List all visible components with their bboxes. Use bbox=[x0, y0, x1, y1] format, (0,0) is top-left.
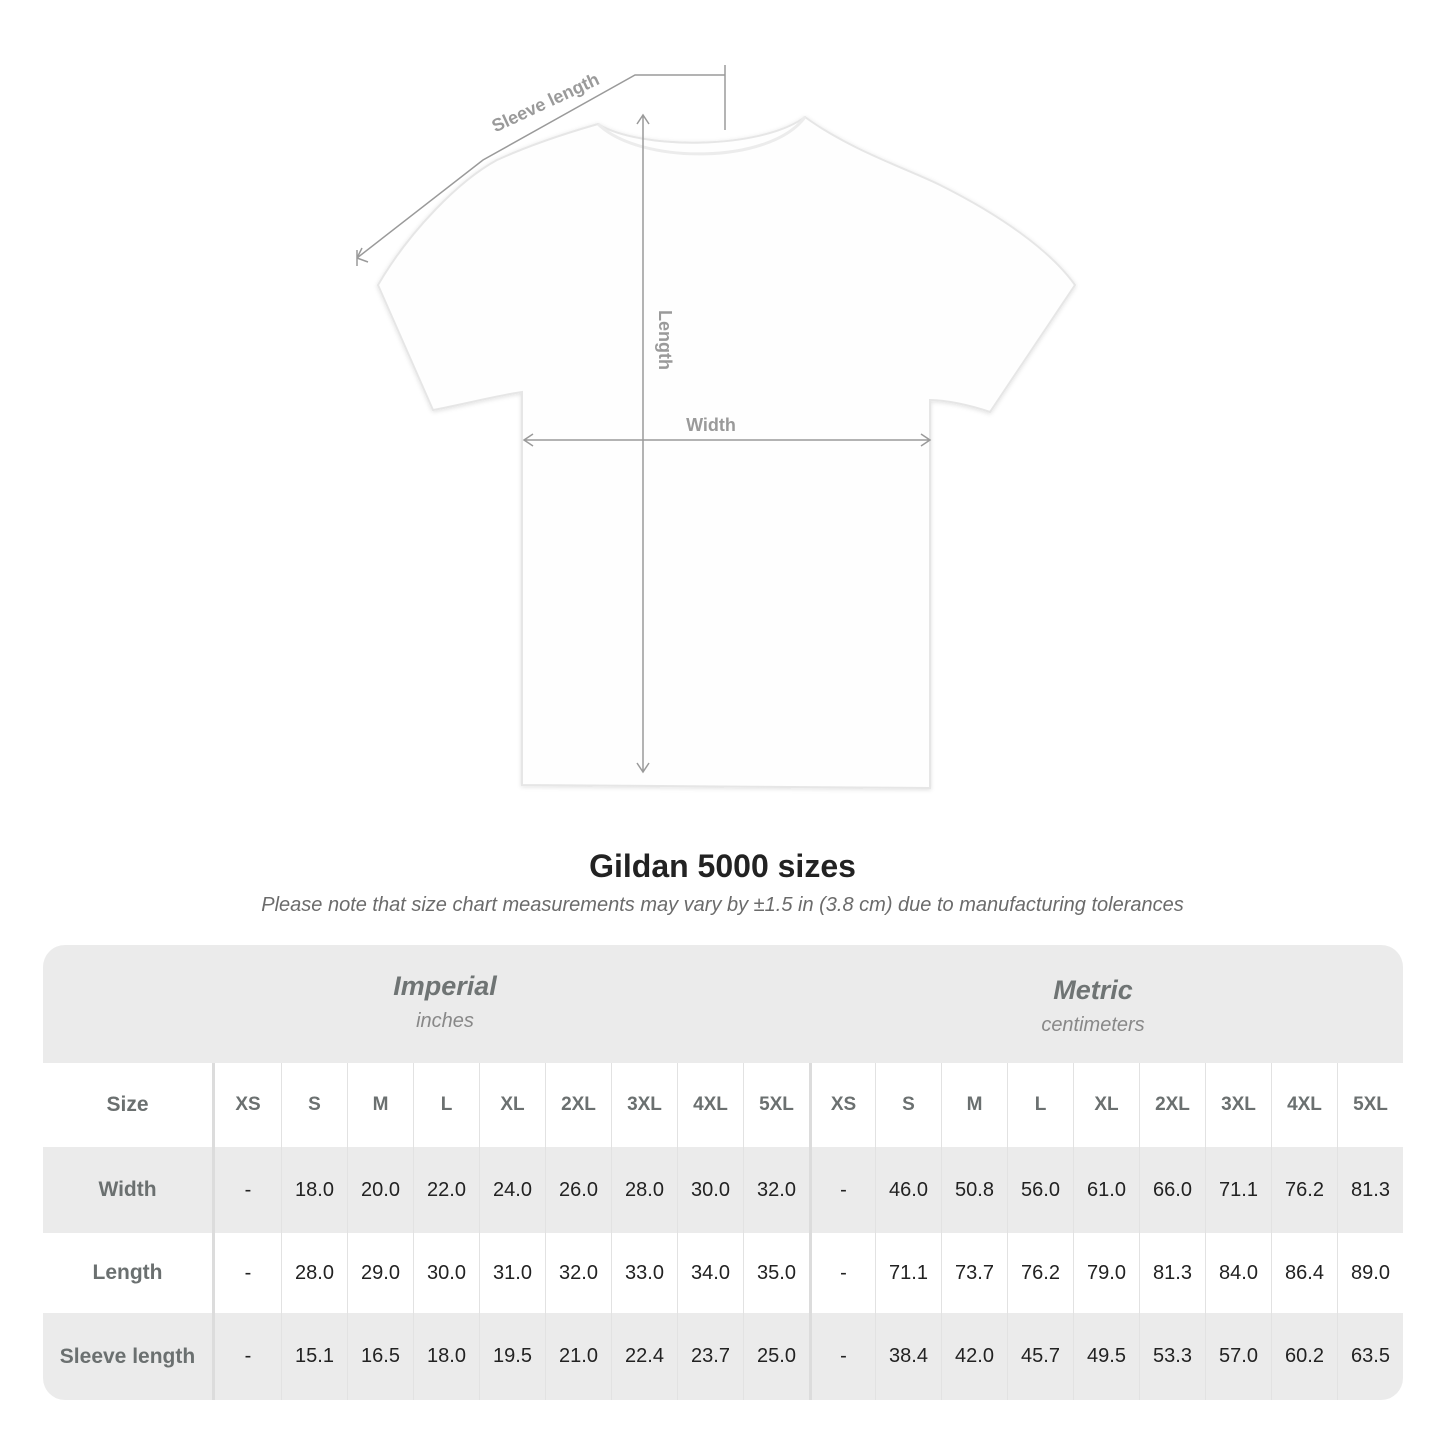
row-label: Width bbox=[43, 1147, 215, 1233]
imperial-size-header: 4XL bbox=[677, 1063, 743, 1147]
length-measure-line bbox=[636, 113, 650, 774]
imperial-value-cell: 28.0 bbox=[611, 1147, 677, 1233]
size-table: Imperial inches Metric centimeters Size X… bbox=[43, 945, 1403, 1400]
metric-size-header: XS bbox=[809, 1063, 875, 1147]
imperial-value-cell: 19.5 bbox=[479, 1313, 545, 1400]
imperial-size-header: 5XL bbox=[743, 1063, 809, 1147]
imperial-value-cell: 22.0 bbox=[413, 1147, 479, 1233]
metric-size-header: M bbox=[941, 1063, 1007, 1147]
imperial-size-header: 2XL bbox=[545, 1063, 611, 1147]
metric-value-cell: 53.3 bbox=[1139, 1313, 1205, 1400]
metric-value-cell: 61.0 bbox=[1073, 1147, 1139, 1233]
imperial-value-cell: - bbox=[244, 1178, 252, 1201]
metric-size-header: 5XL bbox=[1337, 1063, 1403, 1147]
metric-value-cell: 56.0 bbox=[1007, 1147, 1073, 1233]
imperial-value-cell: 33.0 bbox=[611, 1233, 677, 1313]
metric-size-header: 4XL bbox=[1271, 1063, 1337, 1147]
metric-value-cell: 63.5 bbox=[1337, 1313, 1403, 1400]
metric-header: Metric centimeters bbox=[843, 975, 1343, 1037]
imperial-value-cell: 29.0 bbox=[347, 1233, 413, 1313]
metric-size-header: XL bbox=[1073, 1063, 1139, 1147]
imperial-value-cell: - bbox=[244, 1261, 252, 1284]
table-row: Sleeve length - 15.1 16.5 18.0 19.5 21.0 22.4 23… bbox=[43, 1313, 1403, 1400]
row-label: Size bbox=[43, 1063, 215, 1147]
imperial-value-cell: 30.0 bbox=[413, 1233, 479, 1313]
sleeve-measure-line bbox=[356, 65, 726, 266]
metric-size-header: 2XL bbox=[1139, 1063, 1205, 1147]
imperial-value-cell: 31.0 bbox=[479, 1233, 545, 1313]
imperial-unit: inches bbox=[416, 1010, 474, 1032]
metric-value-cell: 50.8 bbox=[941, 1147, 1007, 1233]
width-measure-line bbox=[522, 433, 932, 447]
metric-value-cell: 86.4 bbox=[1271, 1233, 1337, 1313]
metric-value-cell: 42.0 bbox=[941, 1313, 1007, 1400]
length-label: Length bbox=[655, 310, 675, 370]
tshirt-diagram: Sleeve length Length Width bbox=[356, 65, 1077, 790]
metric-size-header: S bbox=[875, 1063, 941, 1147]
metric-size-header: L bbox=[1007, 1063, 1073, 1147]
imperial-value-cell: - bbox=[244, 1345, 252, 1367]
imperial-value-cell: 26.0 bbox=[545, 1147, 611, 1233]
table-row: Width -18.0 20.0 22.0 24.0 26.0 28.0 30.0 32.0-4… bbox=[43, 1147, 1403, 1233]
metric-value-cell: 73.7 bbox=[941, 1233, 1007, 1313]
size-header-row: Size XS S M L XL 2XL 3XL 4XL 5XL XS S M L XL 2XL 3XL 4XL 5… bbox=[43, 1063, 1403, 1147]
imperial-value-cell: 32.0 bbox=[743, 1147, 809, 1233]
imperial-value-cell: 20.0 bbox=[347, 1147, 413, 1233]
metric-title: Metric bbox=[1053, 975, 1133, 1005]
metric-value-cell: 81.3 bbox=[1337, 1147, 1403, 1233]
imperial-size-header: XS bbox=[235, 1094, 261, 1115]
imperial-value-cell: 22.4 bbox=[611, 1313, 677, 1400]
imperial-size-header: L bbox=[413, 1063, 479, 1147]
imperial-value-cell: 21.0 bbox=[545, 1313, 611, 1400]
row-label: Sleeve length bbox=[43, 1313, 215, 1400]
row-label: Length bbox=[43, 1233, 215, 1313]
imperial-value-cell: 32.0 bbox=[545, 1233, 611, 1313]
metric-value-cell: 81.3 bbox=[1139, 1233, 1205, 1313]
imperial-value-cell: 24.0 bbox=[479, 1147, 545, 1233]
chart-title: Gildan 5000 sizes bbox=[589, 848, 856, 884]
metric-value-cell: 60.2 bbox=[1271, 1313, 1337, 1400]
imperial-value-cell: 18.0 bbox=[281, 1147, 347, 1233]
metric-value-cell: 71.1 bbox=[875, 1233, 941, 1313]
imperial-value-cell: 15.1 bbox=[281, 1313, 347, 1400]
metric-value-cell: 57.0 bbox=[1205, 1313, 1271, 1400]
imperial-size-header: M bbox=[347, 1063, 413, 1147]
imperial-value-cell: 18.0 bbox=[413, 1313, 479, 1400]
metric-value-cell: 49.5 bbox=[1073, 1313, 1139, 1400]
imperial-value-cell: 23.7 bbox=[677, 1313, 743, 1400]
metric-value-cell: 89.0 bbox=[1337, 1233, 1403, 1313]
imperial-value-cell: 34.0 bbox=[677, 1233, 743, 1313]
imperial-value-cell: 25.0 bbox=[743, 1313, 809, 1400]
imperial-size-header: XL bbox=[479, 1063, 545, 1147]
metric-value-cell: - bbox=[809, 1233, 875, 1313]
imperial-title: Imperial bbox=[393, 971, 497, 1001]
metric-value-cell: 79.0 bbox=[1073, 1233, 1139, 1313]
metric-unit: centimeters bbox=[1041, 1014, 1145, 1036]
imperial-value-cell: 28.0 bbox=[281, 1233, 347, 1313]
metric-value-cell: 71.1 bbox=[1205, 1147, 1271, 1233]
table-row: Length -28.0 29.0 30.0 31.0 32.0 33.0 34.0 35.0-… bbox=[43, 1233, 1403, 1313]
imperial-size-header: S bbox=[281, 1063, 347, 1147]
metric-value-cell: 38.4 bbox=[875, 1313, 941, 1400]
tshirt-shape bbox=[376, 115, 1077, 790]
imperial-header: Imperial inches bbox=[195, 971, 695, 1033]
imperial-value-cell: 35.0 bbox=[743, 1233, 809, 1313]
tolerance-note: Please note that size chart measurements… bbox=[261, 894, 1184, 916]
metric-size-header: 3XL bbox=[1205, 1063, 1271, 1147]
metric-value-cell: 45.7 bbox=[1007, 1313, 1073, 1400]
metric-value-cell: 84.0 bbox=[1205, 1233, 1271, 1313]
metric-value-cell: 76.2 bbox=[1007, 1233, 1073, 1313]
metric-value-cell: 76.2 bbox=[1271, 1147, 1337, 1233]
metric-value-cell: - bbox=[809, 1313, 875, 1400]
width-label: Width bbox=[686, 415, 736, 435]
imperial-value-cell: 30.0 bbox=[677, 1147, 743, 1233]
metric-value-cell: 66.0 bbox=[1139, 1147, 1205, 1233]
metric-value-cell: - bbox=[809, 1147, 875, 1233]
imperial-value-cell: 16.5 bbox=[347, 1313, 413, 1400]
table-header-band: Imperial inches Metric centimeters bbox=[43, 945, 1403, 1063]
imperial-size-header: 3XL bbox=[611, 1063, 677, 1147]
metric-value-cell: 46.0 bbox=[875, 1147, 941, 1233]
